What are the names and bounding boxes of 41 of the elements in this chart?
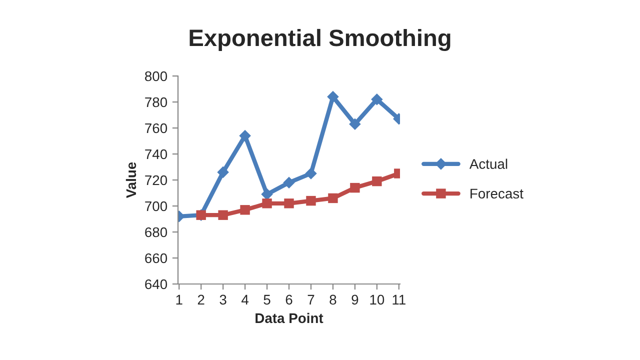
legend-label: Forecast xyxy=(470,188,524,199)
x-tick-label: 3 xyxy=(220,294,226,305)
y-tick-label: 760 xyxy=(145,123,168,134)
legend-label: Actual xyxy=(469,158,508,169)
y-tick-label: 740 xyxy=(145,149,168,160)
chart-title: Exponential Smoothing xyxy=(190,28,450,52)
point xyxy=(262,198,272,208)
point xyxy=(218,210,228,220)
point xyxy=(217,166,229,178)
y-tick-label: 640 xyxy=(145,279,168,290)
point xyxy=(350,182,360,193)
x-tick-label: 8 xyxy=(330,294,336,305)
point xyxy=(261,188,273,200)
y-tick-label: 720 xyxy=(145,175,168,186)
y-tick-label: 780 xyxy=(145,97,168,108)
x-tick-label: 10 xyxy=(370,294,384,305)
y-tick-label: 660 xyxy=(145,253,168,264)
x-tick-label: 6 xyxy=(286,294,292,305)
point xyxy=(372,176,382,186)
point xyxy=(240,205,250,215)
x-tick-label: 4 xyxy=(241,294,248,304)
y-tick-label: 680 xyxy=(145,227,168,238)
y-tick-label: 700 xyxy=(145,201,168,212)
point xyxy=(284,198,294,208)
point xyxy=(239,130,251,142)
x-tick-label: 5 xyxy=(264,294,270,305)
y-tick-label: 800 xyxy=(145,71,168,82)
point xyxy=(327,90,339,103)
point xyxy=(371,94,383,106)
x-tick-label: 7 xyxy=(308,294,314,304)
x-tick-label: 1 xyxy=(176,294,182,304)
point xyxy=(328,193,338,204)
point xyxy=(283,176,295,188)
x-tick-label: 2 xyxy=(198,294,204,304)
point xyxy=(349,118,361,130)
point xyxy=(306,196,316,206)
x-tick-label: 11 xyxy=(392,294,406,304)
y-axis-title: Value xyxy=(126,162,136,198)
x-axis-title: Data Point xyxy=(256,312,324,324)
x-tick-label: 9 xyxy=(352,294,358,305)
point xyxy=(305,168,317,180)
